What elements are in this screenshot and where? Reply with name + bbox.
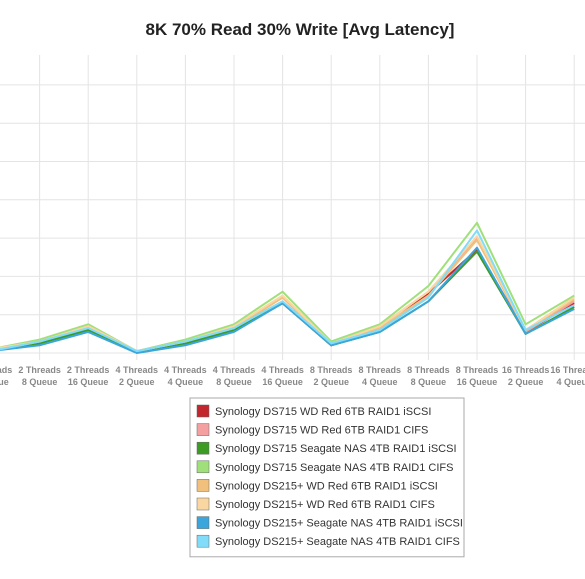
legend-swatch	[196, 516, 210, 529]
legend-item: Synology DS215+ Seagate NAS 4TB RAID1 CI…	[196, 534, 460, 548]
chart-legend: Synology DS715 WD Red 6TB RAID1 iSCSI Syn…	[189, 397, 465, 558]
chart-title: 8K 70% Read 30% Write [Avg Latency]	[146, 20, 455, 39]
series-line-4	[0, 221, 575, 353]
legend-item: Synology DS715 WD Red 6TB RAID1 iSCSI	[196, 404, 431, 418]
legend-label: Synology DS215+ WD Red 6TB RAID1 iSCSI	[215, 480, 438, 492]
legend-swatch	[196, 404, 210, 418]
legend-item: Synology DS715 Seagate NAS 4TB RAID1 CIF…	[196, 460, 453, 474]
legend-item: Synology DS215+ WD Red 6TB RAID1 CIFS	[196, 497, 435, 511]
legend-item: Synology DS215+ Seagate NAS 4TB RAID1 iS…	[196, 516, 463, 530]
legend-item: Synology DS215+ WD Red 6TB RAID1 iSCSI	[196, 479, 438, 492]
legend-label: Synology DS715 WD Red 6TB RAID1 iSCSI	[215, 406, 431, 418]
x-tick-label: 2 Threads 8 Queue	[18, 365, 61, 387]
legend-box	[189, 397, 465, 558]
legend-swatch	[196, 460, 210, 474]
x-tick-label: 16 Threads 2 Queue	[502, 365, 550, 387]
x-tick-label: 8 Threads 16 Queue	[456, 365, 499, 387]
legend-label: Synology DS215+ Seagate NAS 4TB RAID1 iS…	[215, 518, 463, 530]
legend-swatch	[196, 497, 210, 511]
series-line-7	[0, 246, 575, 354]
x-tick-label: 8 Threads 2 Queue	[310, 365, 353, 387]
x-tick-label: 4 Threads 4 Queue	[164, 365, 207, 387]
legend-label: Synology DS715 WD Red 6TB RAID1 CIFS	[215, 425, 428, 437]
x-tick-label: 8 Threads 8 Queue	[407, 365, 450, 387]
x-tick-label: 4 Threads 8 Queue	[213, 365, 256, 387]
x-tick-label: 4 Threads 16 Queue	[261, 365, 304, 387]
legend-swatch	[196, 479, 210, 492]
x-tick-label: 4 Threads 2 Queue	[116, 365, 159, 387]
series-line-6	[0, 235, 575, 353]
legend-item: Synology DS715 Seagate NAS 4TB RAID1 iSC…	[196, 441, 457, 455]
legend-label: Synology DS715 Seagate NAS 4TB RAID1 CIF…	[215, 462, 453, 474]
series-lines	[0, 221, 575, 354]
x-tick-label: 8 Threads 4 Queue	[359, 365, 402, 387]
legend-label: Synology DS215+ WD Red 6TB RAID1 CIFS	[215, 499, 435, 511]
legend-item: Synology DS715 WD Red 6TB RAID1 CIFS	[196, 423, 428, 437]
legend-swatch	[196, 534, 210, 548]
series-line-8	[0, 229, 575, 353]
legend-label: Synology DS215+ Seagate NAS 4TB RAID1 CI…	[215, 536, 460, 548]
legend-swatch	[196, 441, 210, 455]
x-tick-label: 2 Threads 16 Queue	[67, 365, 110, 387]
chart-grid	[0, 55, 585, 360]
legend-label: Synology DS715 Seagate NAS 4TB RAID1 iSC…	[215, 443, 457, 455]
legend-swatch	[196, 423, 210, 436]
